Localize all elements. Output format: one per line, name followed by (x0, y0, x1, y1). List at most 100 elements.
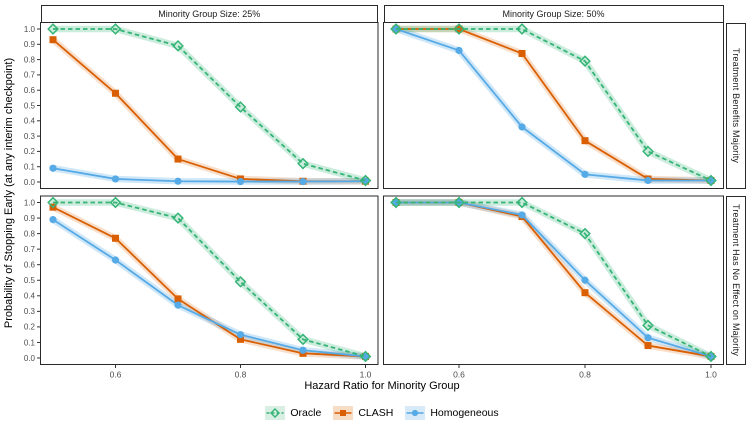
facet-row-strip-benefits: Treatment Benefits Majority (726, 22, 746, 189)
data-point-diamond (234, 101, 247, 113)
series-ribbon-clash (49, 36, 369, 185)
data-point-diamond (297, 333, 309, 346)
legend-key-homogeneous-circle-icon (405, 406, 426, 420)
data-point-diamond (109, 23, 122, 35)
x-tick-label: 0.6 (110, 370, 122, 380)
data-point-circle (174, 177, 182, 185)
data-point-circle (111, 256, 120, 264)
panel-r0-c0 (40, 22, 379, 189)
data-point-diamond (705, 350, 717, 363)
legend-key-marker (340, 410, 347, 416)
series-ribbon-oracle (49, 25, 369, 184)
data-point-square (112, 89, 119, 97)
data-point-diamond (579, 55, 591, 67)
data-point-diamond (453, 196, 465, 209)
legend-key-clash-square-icon (333, 406, 354, 420)
y-tick-label: 0.3 (24, 307, 36, 316)
x-axis-title: Hazard Ratio for Minority Group (304, 380, 460, 392)
legend-label-homogeneous: Homogeneous (430, 407, 499, 419)
data-point-diamond (453, 23, 465, 35)
panel-r0-c1 (383, 22, 724, 189)
y-tick-label: 1.0 (24, 198, 36, 207)
data-point-circle (518, 123, 526, 131)
data-point-square (174, 295, 182, 303)
series-line-oracle (53, 201, 366, 358)
data-point-circle (49, 164, 57, 172)
data-point-diamond (47, 23, 59, 35)
legend-label-oracle: Oracle (290, 407, 322, 419)
facet-row-strip-no-effect: Treatment Has No Effect on Majority (726, 196, 746, 365)
data-point-circle (644, 176, 652, 185)
data-point-diamond (642, 319, 654, 332)
data-point-diamond (297, 157, 309, 170)
x-tick-label: 0.8 (235, 370, 247, 380)
panel-border (383, 195, 724, 365)
series-line-clash (52, 206, 366, 358)
data-point-square (174, 155, 182, 163)
data-point-diamond (172, 212, 184, 224)
y-tick-label: 0.6 (24, 261, 36, 270)
data-point-square (237, 335, 244, 343)
y-tick-label: 0.6 (24, 86, 36, 95)
legend-item-oracle: Oracle (265, 406, 321, 420)
data-point-square (518, 49, 526, 57)
series-line-homogeneous (395, 28, 711, 182)
y-tick-label: 0.8 (24, 229, 36, 238)
data-point-diamond (579, 227, 591, 240)
data-point-circle (518, 211, 526, 219)
data-point-diamond (516, 23, 528, 35)
y-tick-label: 0.5 (24, 276, 36, 285)
panel-r1-c1 (383, 195, 724, 365)
data-point-diamond (47, 196, 59, 209)
data-point-circle (644, 334, 652, 342)
y-tick-label: 0.8 (24, 55, 36, 64)
y-tick-label: 0.2 (24, 323, 36, 332)
series-ribbon-homogeneous (49, 216, 369, 360)
data-point-circle (111, 175, 120, 183)
y-tick-label: 0.2 (24, 147, 36, 156)
data-point-diamond (390, 196, 402, 209)
x-tick-label: 1.0 (360, 370, 372, 380)
data-point-diamond (705, 174, 717, 187)
y-tick-label: 0.9 (24, 214, 36, 223)
y-tick-label: 0.9 (24, 40, 36, 49)
series-line-homogeneous (52, 167, 366, 183)
data-point-square (581, 137, 589, 145)
facet-row-strip-benefits-label: Treatment Benefits Majority (730, 47, 741, 164)
data-point-circle (581, 276, 589, 284)
legend-key-bg (265, 406, 286, 420)
y-tick-label: 0.4 (24, 117, 36, 126)
data-point-circle (236, 331, 245, 339)
legend-key-marker (270, 408, 281, 418)
series-line-oracle (53, 28, 366, 182)
y-tick-label: 0.1 (24, 163, 36, 172)
legend-item-clash: CLASH (333, 406, 393, 420)
facet-col-strip-50pct-label: Minority Group Size: 50% (502, 8, 605, 19)
series-ribbon-oracle (49, 199, 369, 360)
y-tick-label: 0.0 (24, 178, 36, 187)
y-tick-label: 0.1 (24, 338, 36, 347)
series-line-clash (52, 39, 366, 183)
panel-border (40, 22, 379, 189)
y-tick-label: 0.4 (24, 292, 36, 301)
data-point-diamond (234, 275, 247, 288)
x-tick-label: 1.0 (705, 370, 717, 380)
legend-key-marker (412, 409, 419, 417)
legend-item-homogeneous: Homogeneous (405, 406, 499, 420)
series-line-oracle (396, 28, 712, 182)
panel-border (40, 195, 379, 365)
data-point-diamond (109, 196, 122, 209)
legend-key-oracle-diamond-icon (265, 406, 286, 420)
data-point-circle (361, 352, 370, 361)
facet-col-strip-25pct-label: Minority Group Size: 25% (158, 8, 261, 19)
data-point-circle (299, 346, 307, 354)
data-point-diamond (359, 174, 372, 187)
y-tick-label: 0.7 (24, 245, 36, 254)
panel-border (383, 22, 724, 189)
data-point-circle (581, 170, 589, 178)
y-tick-label: 0.0 (24, 354, 36, 363)
series-line-homogeneous (52, 218, 366, 358)
panel-r1-c0 (40, 195, 379, 365)
y-tick-label: 1.0 (24, 25, 36, 34)
